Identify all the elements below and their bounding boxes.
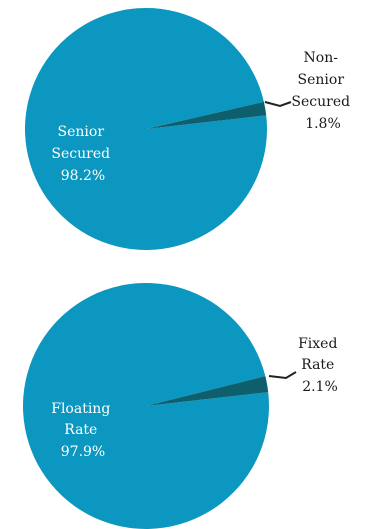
slice-label-line: Non-	[304, 50, 339, 66]
slice-label-line: Rate	[301, 357, 334, 373]
slice-label-senior-secured: Senior Secured 98.2%	[51, 124, 114, 184]
slice-label-line: Senior	[298, 72, 345, 88]
pie-slice-floating-rate	[22, 282, 269, 529]
leader-line-non-senior-secured	[264, 101, 292, 108]
leader-line-fixed-rate	[268, 371, 297, 380]
slice-label-fixed-rate: Fixed Rate 2.1%	[298, 336, 342, 395]
slice-label-value: 97.9%	[61, 444, 105, 460]
slice-label-non-senior-secured: Non- Senior Secured 1.8%	[291, 50, 354, 132]
slice-label-value: 98.2%	[61, 168, 105, 184]
slice-label-line: Secured	[291, 94, 350, 110]
slice-label-line: Senior	[58, 124, 105, 140]
pie-chart-senior-secured: Senior Secured 98.2% Non- Senior Secured…	[24, 7, 354, 250]
pie-chart-floating-rate: Floating Rate 97.9% Fixed Rate 2.1%	[22, 282, 342, 529]
slice-label-value: 1.8%	[305, 116, 341, 132]
slice-label-line: Floating	[51, 401, 110, 417]
pie-slice-non-senior-secured	[146, 101, 267, 129]
pie-slice-senior-secured	[24, 7, 267, 250]
slice-label-floating-rate: Floating Rate 97.9%	[51, 401, 115, 460]
slice-label-line: Fixed	[298, 336, 337, 352]
slice-label-value: 2.1%	[302, 379, 338, 395]
slice-label-line: Secured	[51, 146, 110, 162]
slice-label-line: Rate	[64, 422, 97, 438]
pie-slice-fixed-rate	[146, 376, 269, 406]
